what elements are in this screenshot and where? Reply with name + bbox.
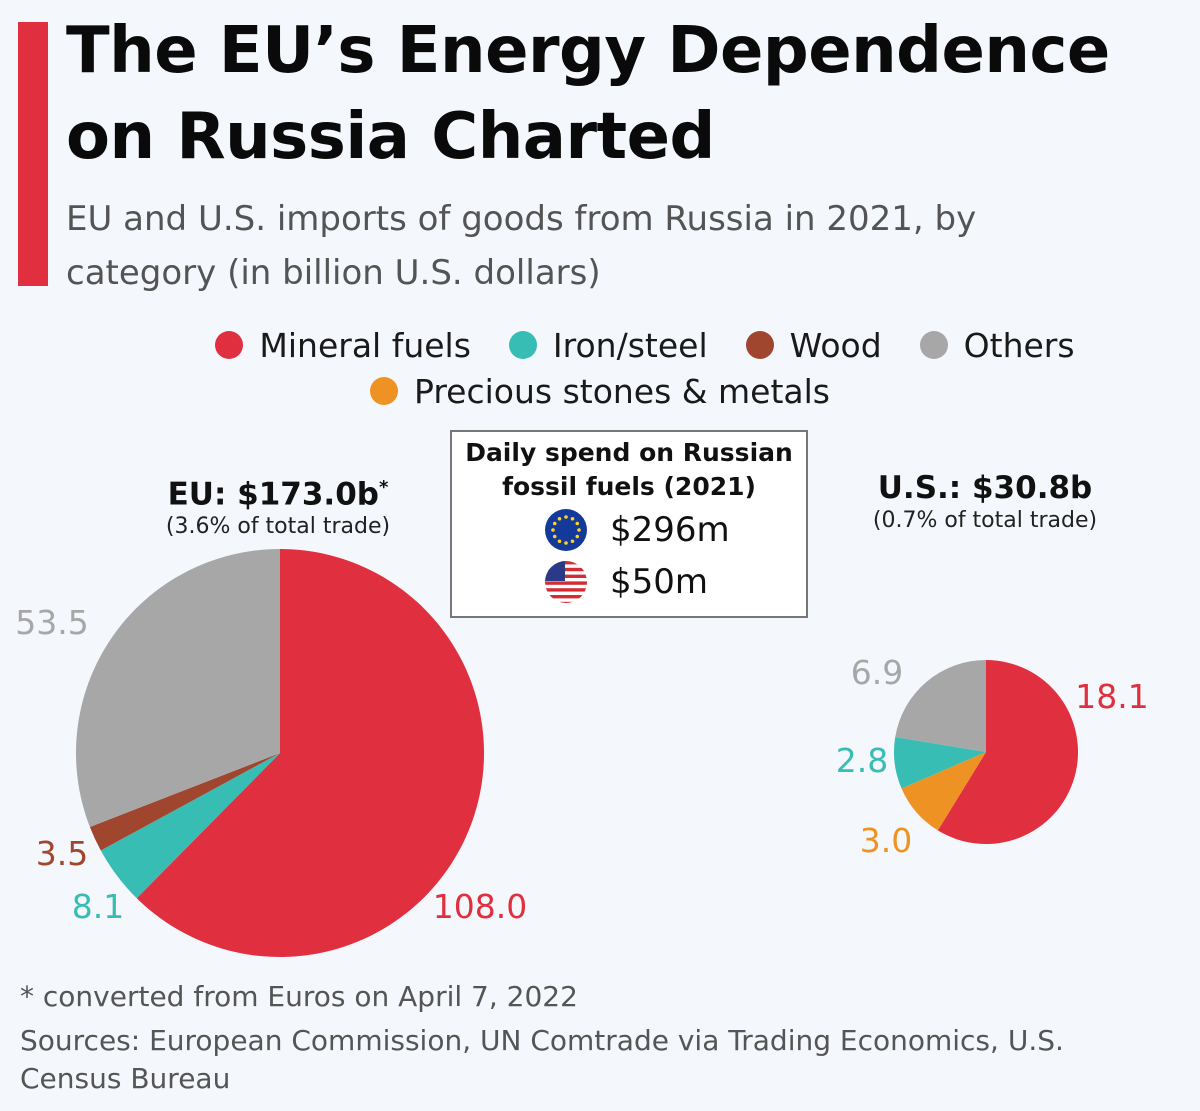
eu-flag-star — [557, 539, 562, 544]
legend-item-others: Others — [919, 325, 1075, 365]
footnote: * converted from Euros on April 7, 2022 — [20, 980, 578, 1013]
legend-label: Wood — [789, 325, 882, 365]
pie-slice-label-others: 53.5 — [15, 603, 88, 642]
pie-slice-mineral-fuels — [136, 549, 485, 958]
pie-slice-label-precious-stones-metals: 3.0 — [860, 821, 912, 860]
eu-pie-chart: 108.0 8.1 3.5 53.5 — [15, 549, 527, 958]
eu-flag-star — [570, 516, 575, 521]
pie-slice-label-iron-steel: 8.1 — [72, 887, 124, 926]
eu-pie-subtitle: (3.6% of total trade) — [165, 514, 391, 540]
daily-spend-row-us: $50m — [452, 556, 806, 608]
legend-item-iron-steel: Iron/steel — [508, 325, 708, 365]
pie-slice-label-mineral-fuels: 18.1 — [1075, 677, 1148, 716]
eu-flag-icon — [545, 509, 587, 551]
legend-item-precious-stones-metals: Precious stones & metals — [370, 372, 830, 411]
legend-label: Iron/steel — [552, 325, 708, 365]
eu-pie-title: EU: $173.0b* — [167, 476, 389, 513]
us-pie-subtitle: (0.7% of total trade) — [872, 508, 1098, 533]
eu-flag-star — [577, 528, 581, 532]
us-pie-chart: 18.1 3.0 2.8 6.9 — [836, 653, 1149, 860]
pie-slice-label-iron-steel: 2.8 — [836, 741, 888, 780]
us-pie-title: U.S.: $30.8b — [877, 470, 1093, 506]
eu-flag-star — [552, 534, 557, 539]
pie-slice-iron-steel — [893, 737, 986, 789]
legend-swatch — [370, 377, 398, 405]
pie-slice-label-others: 6.9 — [851, 653, 903, 692]
pie-slice-others — [895, 660, 986, 752]
pie-slice-iron-steel — [100, 753, 280, 899]
daily-spend-value-us: $50m — [610, 562, 709, 602]
footnote-marker: * — [378, 477, 389, 498]
us-pie-heading: U.S.: $30.8b (0.7% of total trade) — [835, 470, 1135, 536]
eu-pie-heading: EU: $173.0b* (3.6% of total trade) — [128, 470, 428, 542]
legend-row: Mineral fuels Iron/steel Wood Others — [0, 322, 1200, 368]
sources: Sources: European Commission, UN Comtrad… — [20, 1024, 1064, 1095]
daily-spend-title: Daily spend on Russian fossil fuels (202… — [465, 438, 793, 501]
pie-slice-precious-stones-metals — [901, 752, 986, 831]
legend-swatch — [215, 331, 244, 359]
daily-spend-box: Daily spend on Russian fossil fuels (202… — [450, 430, 808, 618]
pie-slice-others — [75, 549, 280, 827]
us-flag-icon — [545, 561, 587, 603]
legend-label: Others — [963, 325, 1075, 365]
pie-slice-label-mineral-fuels: 108.0 — [433, 887, 527, 926]
legend-swatch — [745, 331, 774, 359]
page-title: The EU’s Energy Dependence on Russia Cha… — [66, 14, 1110, 174]
legend-swatch — [508, 331, 537, 359]
eu-flag-star — [557, 516, 562, 521]
pie-slice-mineral-fuels — [937, 660, 1079, 844]
legend-item-mineral-fuels: Mineral fuels — [215, 326, 471, 365]
legend-swatch — [919, 331, 948, 359]
pie-slice-wood — [89, 753, 280, 851]
accent-bar — [18, 22, 48, 286]
eu-flag-star — [575, 521, 580, 526]
pie-slice-label-wood: 3.5 — [36, 834, 88, 873]
daily-spend-row-eu: $296m — [452, 504, 806, 556]
daily-spend-value-eu: $296m — [610, 510, 730, 550]
legend-label: Mineral fuels — [259, 325, 471, 365]
legend-item-wood: Wood — [745, 325, 882, 365]
legend-label: Precious stones & metals — [414, 371, 830, 411]
eu-flag-star — [570, 539, 575, 544]
legend-row: Precious stones & metals — [0, 368, 1200, 414]
eu-flag-star — [564, 515, 568, 519]
eu-flag-star — [552, 521, 557, 526]
eu-flag-star — [564, 541, 568, 545]
eu-flag-star — [575, 534, 580, 539]
page-subtitle: EU and U.S. imports of goods from Russia… — [66, 199, 977, 293]
eu-flag-star — [551, 528, 555, 532]
chart-legend: Mineral fuels Iron/steel Wood Others Pre… — [0, 322, 1200, 414]
